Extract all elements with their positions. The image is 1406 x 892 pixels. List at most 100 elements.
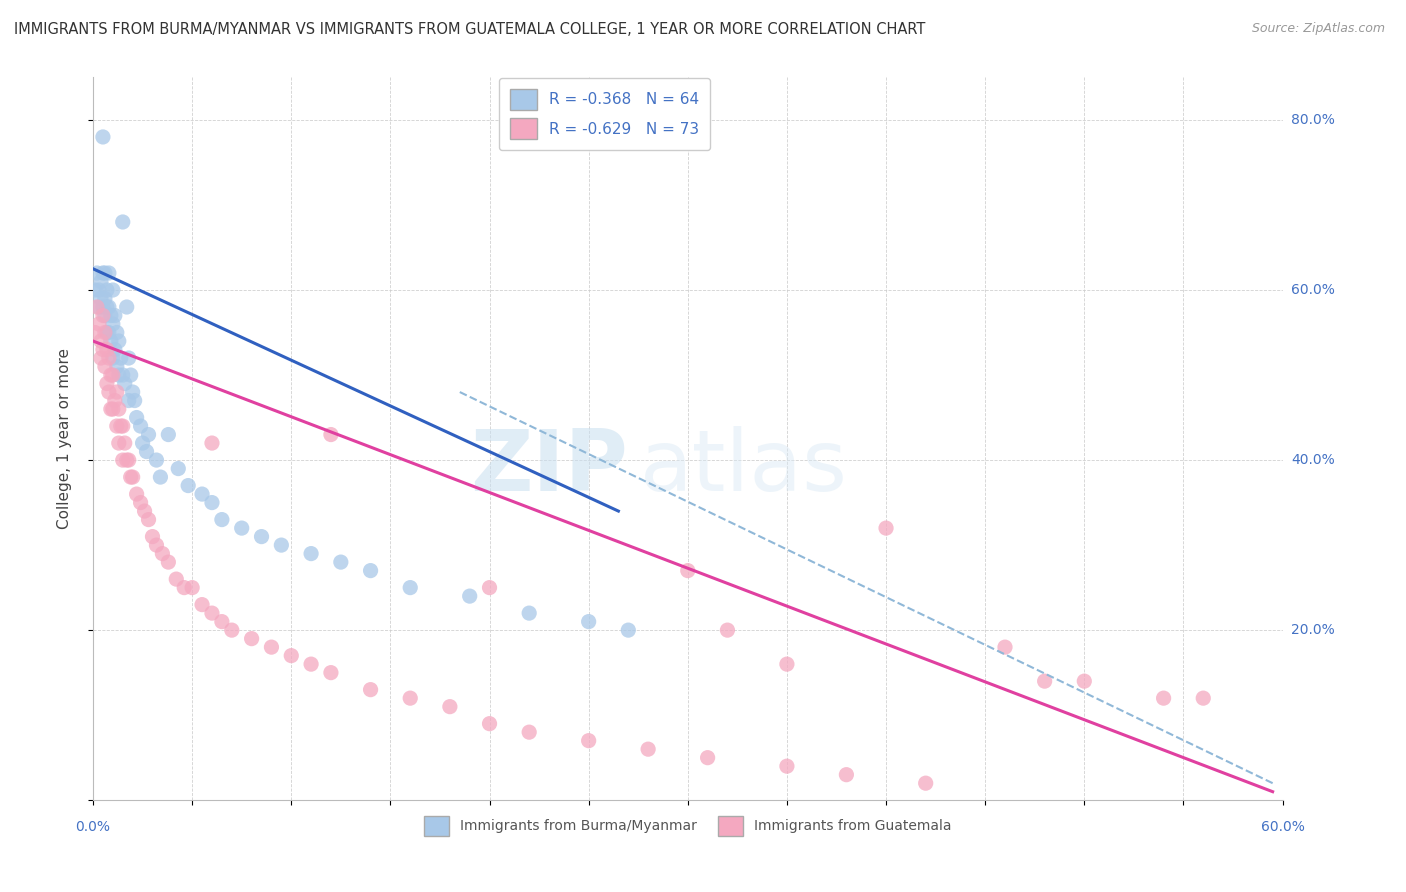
Point bbox=[111, 368, 134, 382]
Point bbox=[105, 419, 128, 434]
Point bbox=[124, 393, 146, 408]
Point bbox=[100, 368, 122, 382]
Point bbox=[135, 444, 157, 458]
Point bbox=[115, 453, 138, 467]
Point bbox=[100, 334, 122, 348]
Point bbox=[129, 495, 152, 509]
Legend: Immigrants from Burma/Myanmar, Immigrants from Guatemala: Immigrants from Burma/Myanmar, Immigrant… bbox=[416, 807, 960, 844]
Point bbox=[86, 266, 108, 280]
Text: 60.0%: 60.0% bbox=[1261, 820, 1305, 834]
Point bbox=[181, 581, 204, 595]
Text: 0.0%: 0.0% bbox=[76, 820, 111, 834]
Point bbox=[138, 427, 160, 442]
Point bbox=[97, 300, 120, 314]
Point bbox=[299, 657, 322, 672]
Point bbox=[141, 530, 163, 544]
Point bbox=[105, 326, 128, 340]
Point bbox=[105, 359, 128, 374]
Point bbox=[1153, 691, 1175, 706]
Point bbox=[107, 334, 129, 348]
Point bbox=[145, 538, 167, 552]
Point bbox=[299, 547, 322, 561]
Point bbox=[191, 598, 214, 612]
Point bbox=[94, 309, 117, 323]
Point bbox=[138, 513, 160, 527]
Point bbox=[105, 385, 128, 400]
Point bbox=[517, 606, 540, 620]
Point bbox=[120, 368, 142, 382]
Point bbox=[110, 419, 132, 434]
Point bbox=[478, 581, 501, 595]
Point bbox=[637, 742, 659, 756]
Point bbox=[101, 317, 124, 331]
Point bbox=[97, 266, 120, 280]
Point bbox=[211, 615, 233, 629]
Point bbox=[94, 326, 117, 340]
Point bbox=[115, 300, 138, 314]
Point bbox=[118, 453, 141, 467]
Point bbox=[165, 572, 187, 586]
Point bbox=[96, 326, 118, 340]
Point bbox=[114, 376, 136, 391]
Point bbox=[107, 436, 129, 450]
Point bbox=[111, 215, 134, 229]
Point bbox=[221, 623, 243, 637]
Point bbox=[111, 419, 134, 434]
Point bbox=[97, 351, 120, 365]
Text: Source: ZipAtlas.com: Source: ZipAtlas.com bbox=[1251, 22, 1385, 36]
Point bbox=[578, 733, 600, 747]
Text: ZIP: ZIP bbox=[471, 426, 628, 509]
Point bbox=[676, 564, 699, 578]
Point bbox=[1073, 674, 1095, 689]
Point bbox=[118, 351, 141, 365]
Point bbox=[360, 564, 382, 578]
Point bbox=[458, 589, 481, 603]
Point bbox=[104, 343, 127, 357]
Point bbox=[319, 665, 342, 680]
Point bbox=[231, 521, 253, 535]
Point bbox=[96, 300, 118, 314]
Text: 60.0%: 60.0% bbox=[1291, 283, 1334, 297]
Point bbox=[578, 615, 600, 629]
Point bbox=[91, 343, 114, 357]
Point bbox=[167, 461, 190, 475]
Point bbox=[149, 470, 172, 484]
Point bbox=[118, 393, 141, 408]
Point bbox=[97, 385, 120, 400]
Point bbox=[157, 555, 180, 569]
Point bbox=[91, 309, 114, 323]
Point bbox=[94, 292, 117, 306]
Point bbox=[84, 326, 107, 340]
Point bbox=[94, 266, 117, 280]
Point bbox=[1033, 674, 1056, 689]
Point bbox=[91, 45, 114, 59]
Point bbox=[87, 317, 110, 331]
Point bbox=[152, 547, 174, 561]
Point bbox=[914, 776, 936, 790]
Point bbox=[260, 640, 283, 654]
Point bbox=[107, 368, 129, 382]
Point bbox=[716, 623, 738, 637]
Point bbox=[399, 691, 422, 706]
Point bbox=[329, 555, 352, 569]
Point bbox=[280, 648, 302, 663]
Point bbox=[270, 538, 292, 552]
Point bbox=[134, 504, 156, 518]
Text: 40.0%: 40.0% bbox=[1291, 453, 1334, 467]
Point bbox=[100, 402, 122, 417]
Point bbox=[94, 359, 117, 374]
Point bbox=[96, 376, 118, 391]
Point bbox=[201, 436, 224, 450]
Point bbox=[360, 682, 382, 697]
Point bbox=[478, 716, 501, 731]
Point bbox=[101, 283, 124, 297]
Point bbox=[91, 266, 114, 280]
Point bbox=[120, 470, 142, 484]
Point bbox=[617, 623, 640, 637]
Point bbox=[517, 725, 540, 739]
Point bbox=[86, 300, 108, 314]
Point bbox=[114, 436, 136, 450]
Point bbox=[97, 326, 120, 340]
Point bbox=[439, 699, 461, 714]
Point bbox=[91, 130, 114, 145]
